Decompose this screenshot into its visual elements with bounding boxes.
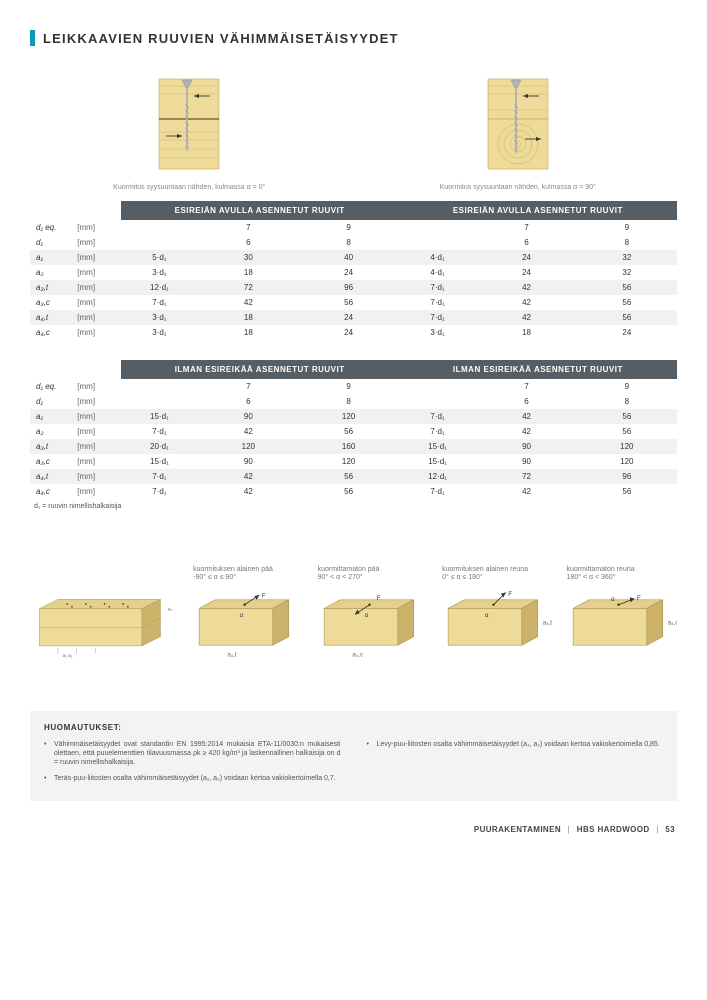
table-without-pilot-hole: ILMAN ESIREIKÄÄ ASENNETUT RUUVIT ILMAN E… [30, 360, 677, 499]
screw-0deg-icon [154, 74, 224, 174]
svg-text:F: F [636, 595, 640, 602]
svg-text:a₂: a₂ [168, 607, 173, 612]
table-row: a₃,c [mm] 15·d₁ 90 120 15·d₁ 90 120 [30, 454, 677, 469]
diagram-unloaded-edge: kuormittamaton reuna180° < α < 360° F α … [567, 566, 677, 666]
page-title: LEIKKAAVIEN RUUVIEN VÄHIMMÄISETÄISYYDET [43, 31, 399, 46]
table-section-header: ESIREIÄN AVULLA ASENNETUT RUUVIT ESIREIÄ… [30, 201, 677, 220]
notes-panel: HUOMAUTUKSET: Vähimmäisetäisyydet ovat s… [30, 711, 677, 802]
title-accent [30, 30, 35, 46]
notes-title: HUOMAUTUKSET: [44, 723, 663, 732]
table-row: d₁ [mm] 6 8 6 8 [30, 394, 677, 409]
footer-sep: | [568, 825, 570, 834]
table-row: a₄,c [mm] 3·d₁ 18 24 3·d₁ 18 24 [30, 325, 677, 340]
svg-text:α: α [611, 596, 615, 603]
footer-page-number: 53 [665, 825, 675, 834]
wood-block-main-icon: a₂ a₂ a₁ [30, 590, 179, 665]
notes-column-right: Levy-puu-liitosten osalta vähimmäisetäis… [367, 740, 664, 790]
svg-text:a₄,t: a₄,t [543, 619, 553, 626]
table-row: a₃,t [mm] 20·d₁ 120 160 15·d₁ 90 120 [30, 439, 677, 454]
diagram-unloaded-end: kuormittamaton pää90° < α < 270° F α a₃,… [318, 566, 428, 666]
table-section-header: ILMAN ESIREIKÄÄ ASENNETUT RUUVIT ILMAN E… [30, 360, 677, 379]
svg-text:α: α [485, 612, 489, 619]
svg-text:F: F [508, 591, 512, 598]
table-row: a₂ [mm] 3·d₁ 18 24 4·d₁ 24 32 [30, 265, 677, 280]
wood-block-a4c-icon: F α a₄,c [567, 590, 677, 664]
footer-sep: | [656, 825, 658, 834]
svg-text:α: α [364, 612, 368, 619]
diagram-loaded-end: kuormituksen alainen pää-90° ≤ α ≤ 90° F… [193, 566, 303, 666]
svg-text:F: F [262, 592, 266, 599]
svg-text:a₄,c: a₄,c [667, 619, 677, 626]
svg-text:a₃,c: a₃,c [352, 651, 363, 658]
table-row: d₁ eq. [mm] 7 9 7 9 [30, 379, 677, 394]
footer-product: HBS HARDWOOD [577, 825, 650, 834]
table-row: a₁ [mm] 5·d₁ 30 40 4·d₁ 24 32 [30, 250, 677, 265]
table-row: a₄,t [mm] 7·d₁ 42 56 12·d₁ 72 96 [30, 469, 677, 484]
table-row: a₄,t [mm] 3·d₁ 18 24 7·d₁ 42 56 [30, 310, 677, 325]
notes-column-left: Vähimmäisetäisyydet ovat standardin EN 1… [44, 740, 341, 790]
table-row: a₄,c [mm] 7·d₁ 42 56 7·d₁ 42 56 [30, 484, 677, 499]
footer-section: PUURAKENTAMINEN [474, 825, 561, 834]
svg-text:α: α [240, 612, 244, 619]
table-with-pilot-hole: ESIREIÄN AVULLA ASENNETUT RUUVIT ESIREIÄ… [30, 201, 677, 340]
diagram-loaded-edge: kuormituksen alainen reuna0° ≤ α ≤ 180° … [442, 566, 552, 666]
table-row: d₁ eq. [mm] 7 9 7 9 [30, 220, 677, 235]
page-title-bar: LEIKKAAVIEN RUUVIEN VÄHIMMÄISETÄISYYDET [30, 30, 677, 46]
screw-90deg-icon [483, 74, 553, 174]
note-item: Teräs-puu-liitosten osalta vähimmäisetäi… [54, 774, 341, 783]
header-left: ILMAN ESIREIKÄÄ ASENNETUT RUUVIT [121, 360, 399, 379]
svg-text:F: F [377, 595, 381, 602]
table-row: d₁ [mm] 6 8 6 8 [30, 235, 677, 250]
table-row: a₁ [mm] 15·d₁ 90 120 7·d₁ 42 56 [30, 409, 677, 424]
diagram-main: a₂ a₂ a₁ [30, 566, 179, 667]
header-right: ILMAN ESIREIKÄÄ ASENNETUT RUUVIT [399, 360, 677, 379]
minimum-spacing-tables: ESIREIÄN AVULLA ASENNETUT RUUVIT ESIREIÄ… [30, 201, 677, 510]
screw-figure-row: Kuormitus syysuuntaan nähden, kulmassa α… [40, 74, 667, 191]
note-item: Vähimmäisetäisyydet ovat standardin EN 1… [54, 740, 341, 768]
note-item: Levy-puu-liitosten osalta vähimmäisetäis… [377, 740, 664, 749]
table-row: a₂ [mm] 7·d₁ 42 56 7·d₁ 42 56 [30, 424, 677, 439]
wood-block-a3t-icon: F α a₃,t [193, 590, 303, 664]
header-left: ESIREIÄN AVULLA ASENNETUT RUUVIT [121, 201, 399, 220]
screw-figure-right: Kuormitus syysuuntaan nähden, kulmassa α… [369, 74, 668, 191]
screw-caption-left: Kuormitus syysuuntaan nähden, kulmassa α… [113, 184, 265, 191]
svg-text:a₂ a₁: a₂ a₁ [63, 653, 73, 658]
wood-block-a4t-icon: F α a₄,t [442, 590, 552, 664]
table-row: a₃,c [mm] 7·d₁ 42 56 7·d₁ 42 56 [30, 295, 677, 310]
table-row: a₃,t [mm] 12·d₁ 72 96 7·d₁ 42 56 [30, 280, 677, 295]
screw-figure-left: Kuormitus syysuuntaan nähden, kulmassa α… [40, 74, 339, 191]
header-right: ESIREIÄN AVULLA ASENNETUT RUUVIT [399, 201, 677, 220]
svg-text:a₃,t: a₃,t [227, 651, 237, 658]
page-footer: PUURAKENTAMINEN | HBS HARDWOOD | 53 [30, 825, 677, 834]
table-footnote: d₁ = ruuvin nimellishalkaisija [30, 503, 677, 510]
screw-caption-right: Kuormitus syysuuntaan nähden, kulmassa α… [440, 184, 596, 191]
wood-block-a3c-icon: F α a₃,c [318, 590, 428, 664]
spacing-diagrams-row: a₂ a₂ a₁ kuormituksen alainen pää-90° ≤ … [30, 566, 677, 667]
